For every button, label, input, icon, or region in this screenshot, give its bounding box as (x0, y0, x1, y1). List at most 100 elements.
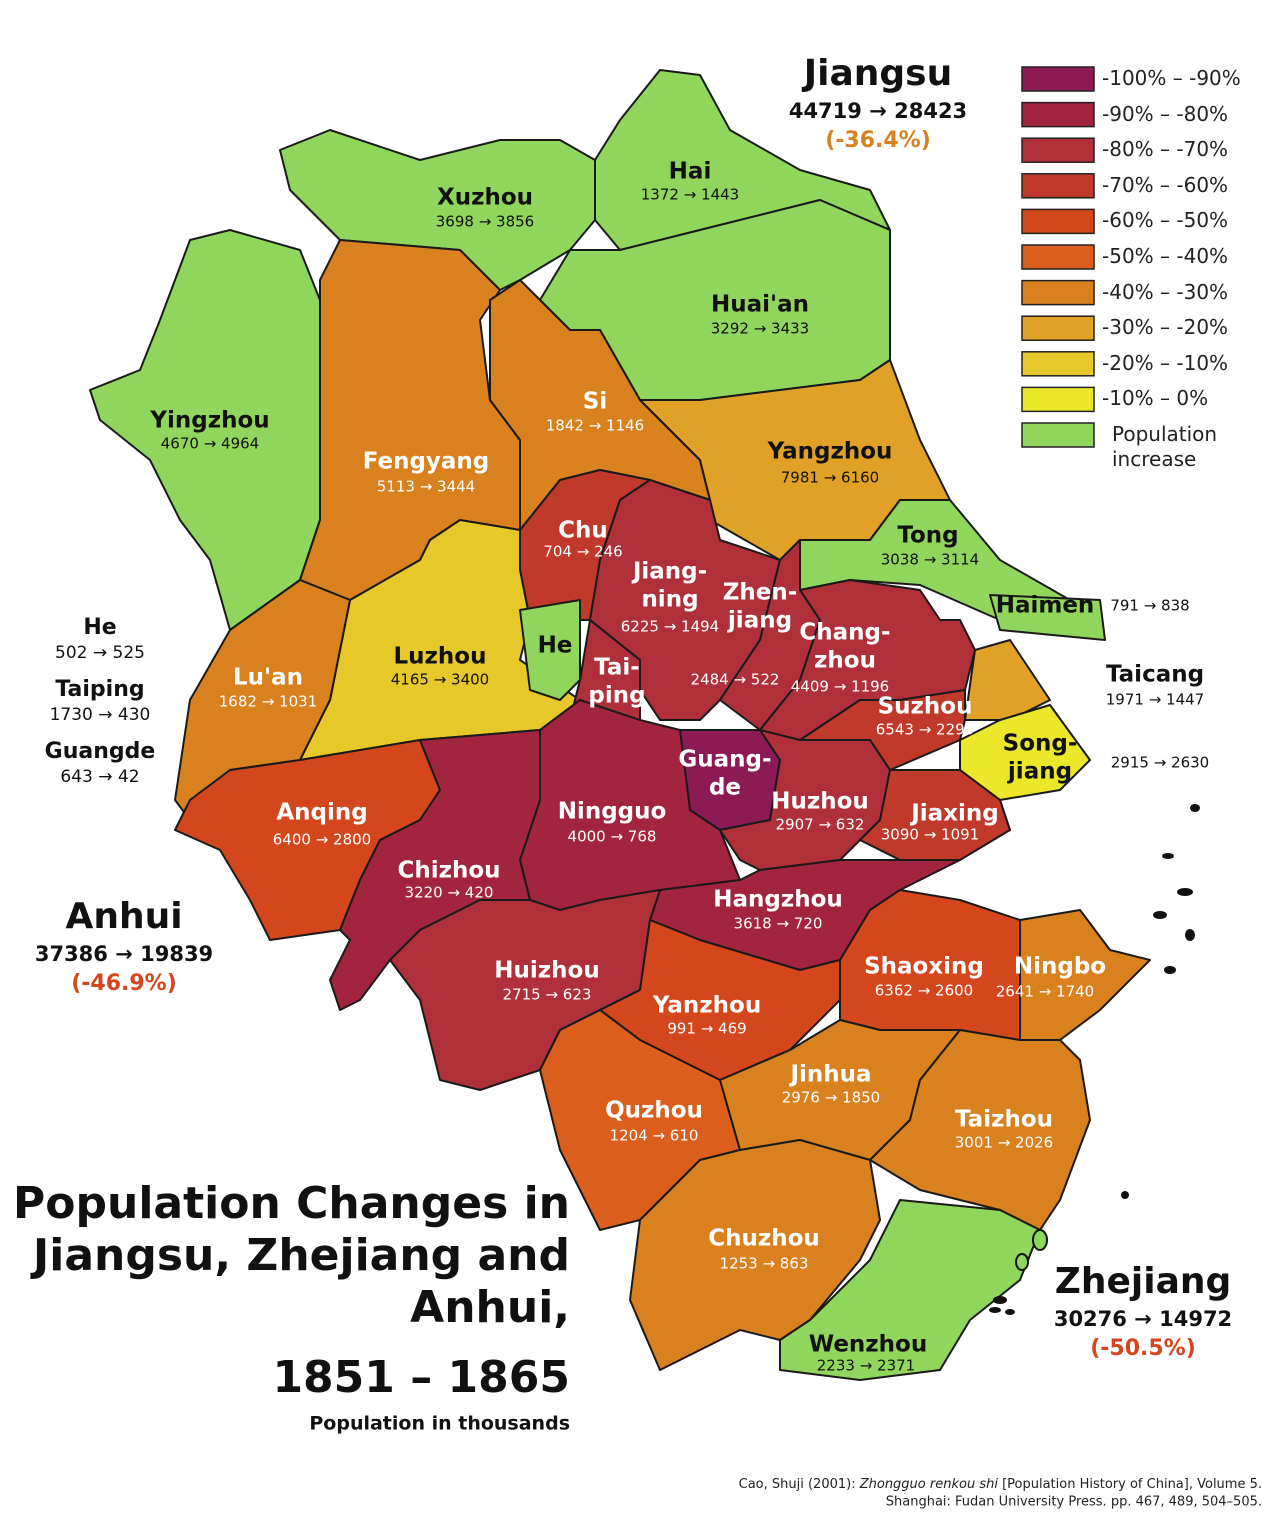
region-population: 5113 → 3444 (377, 478, 475, 496)
region-population: 2907 → 632 (776, 816, 865, 834)
province-name: Zhejiang (1055, 1261, 1232, 1302)
region-name: Tong (897, 523, 958, 549)
province-name: Anhui (65, 896, 182, 937)
region-name: Jinhua (788, 1062, 871, 1088)
region-population: 6225 → 1494 (621, 618, 719, 636)
region-name: Guang- (678, 747, 771, 773)
region (519, 599, 581, 701)
region-name: ning (641, 587, 698, 613)
region-name: Anqing (276, 800, 367, 826)
region-name: Taizhou (955, 1107, 1053, 1133)
province-name: Jiangsu (801, 53, 952, 94)
region-name: ping (588, 683, 645, 709)
region-name: Ningbo (1014, 954, 1106, 980)
legend-label: -40% – -30% (1102, 279, 1229, 304)
province-population: 44719 → 28423 (789, 99, 967, 123)
legend-label: -10% – 0% (1102, 386, 1209, 411)
region-name: Chuzhou (708, 1226, 820, 1252)
source-part: [Population History of China], Volume 5. (998, 1477, 1262, 1492)
region-name: Huai'an (711, 292, 809, 318)
region-population: 3292 → 3433 (711, 320, 809, 338)
legend-swatch (1021, 66, 1095, 92)
source-part: Cao, Shuji (2001): (739, 1477, 860, 1492)
legend-swatch (1021, 351, 1095, 377)
legend-label: Population increase (1112, 422, 1218, 471)
region-population: 6543 → 2290 (876, 721, 974, 739)
legend-swatch (1021, 208, 1095, 235)
region-population: 4165 → 3400 (391, 671, 489, 689)
region-name: Jiang- (631, 559, 707, 585)
legend-swatch (1021, 244, 1095, 270)
legend-label: -90% – -80% (1102, 101, 1229, 126)
region-name: Yanzhou (652, 993, 761, 1019)
region-population: 1971 → 1447 (1106, 691, 1204, 709)
inset-name: He (83, 615, 116, 640)
legend-swatch (1021, 422, 1095, 448)
region-population: 1842 → 1146 (546, 417, 644, 435)
region (989, 594, 1106, 641)
region-population: 2715 → 623 (503, 986, 592, 1004)
region-population: 3090 → 1091 (881, 826, 979, 844)
source-part: Zhongguo renkou shi (859, 1477, 999, 1492)
region-name: Huizhou (494, 958, 599, 984)
region-population: 2641 → 1740 (996, 983, 1094, 1001)
region-population: 3698 → 3856 (436, 213, 534, 231)
region-name: Zhen- (723, 580, 798, 606)
legend-label: -70% – -60% (1102, 172, 1229, 197)
region-population: 2915 → 2630 (1111, 754, 1209, 772)
province-population: 30276 → 14972 (1054, 1307, 1232, 1331)
region-population: 3220 → 420 (405, 884, 494, 902)
region (779, 1199, 1041, 1381)
region-population: 1682 → 1031 (219, 693, 317, 711)
region-name: Shaoxing (864, 954, 984, 980)
legend-swatch (1021, 173, 1095, 199)
region-name: Taicang (1106, 662, 1204, 688)
islands (989, 804, 1200, 1315)
title: Anhui, (410, 1282, 570, 1333)
region-name: Chang- (799, 620, 890, 646)
region-name: jiang (727, 608, 792, 634)
region-name: Suzhou (878, 694, 973, 720)
region-name: Hai (669, 159, 712, 185)
region-name: Si (583, 389, 607, 415)
province-change: (-36.4%) (825, 128, 931, 153)
inset-population: 502 → 525 (55, 643, 145, 663)
region-population: 2233 → 2371 (817, 1357, 915, 1375)
region-population: 4670 → 4964 (161, 435, 259, 453)
region-population: 6362 → 2600 (875, 982, 973, 1000)
title: Population Changes in (13, 1178, 570, 1229)
province-change: (-50.5%) (1090, 1336, 1196, 1361)
region-name: Xuzhou (437, 185, 533, 211)
region-name: Haimen (996, 593, 1095, 619)
legend-label: -20% – -10% (1102, 350, 1229, 375)
region-population: 6400 → 2800 (273, 831, 371, 849)
region-name: Hangzhou (713, 887, 843, 913)
regions (89, 69, 1151, 1381)
region-name: Yangzhou (767, 439, 893, 465)
region-name: Luzhou (394, 644, 487, 670)
region-name: Wenzhou (809, 1332, 927, 1358)
legend-label: -100% – -90% (1102, 66, 1241, 90)
region-name: Tai- (594, 655, 640, 681)
province-change: (-46.9%) (71, 971, 177, 996)
subtitle: Population in thousands (309, 1413, 570, 1435)
legend-swatch (1021, 315, 1095, 341)
region-name: Chizhou (397, 858, 500, 884)
source: Shanghai: Fudan University Press. pp. 46… (886, 1495, 1262, 1510)
region-population: 704 → 246 (543, 543, 622, 561)
region-population: 3001 → 2026 (955, 1134, 1053, 1152)
legend-label: -30% – -20% (1102, 315, 1229, 340)
region-name: He (538, 633, 573, 659)
region-population: 1372 → 1443 (641, 186, 739, 204)
region-name: Jiaxing (909, 801, 999, 827)
region-name: zhou (814, 648, 876, 674)
region-population: 3038 → 3114 (881, 551, 979, 569)
title: 1851 – 1865 (272, 1352, 570, 1403)
legend-label: -60% – -50% (1102, 208, 1229, 233)
region-population: 2976 → 1850 (782, 1089, 880, 1107)
region-population: 991 → 469 (667, 1020, 746, 1038)
region-population: 1204 → 610 (610, 1127, 699, 1145)
